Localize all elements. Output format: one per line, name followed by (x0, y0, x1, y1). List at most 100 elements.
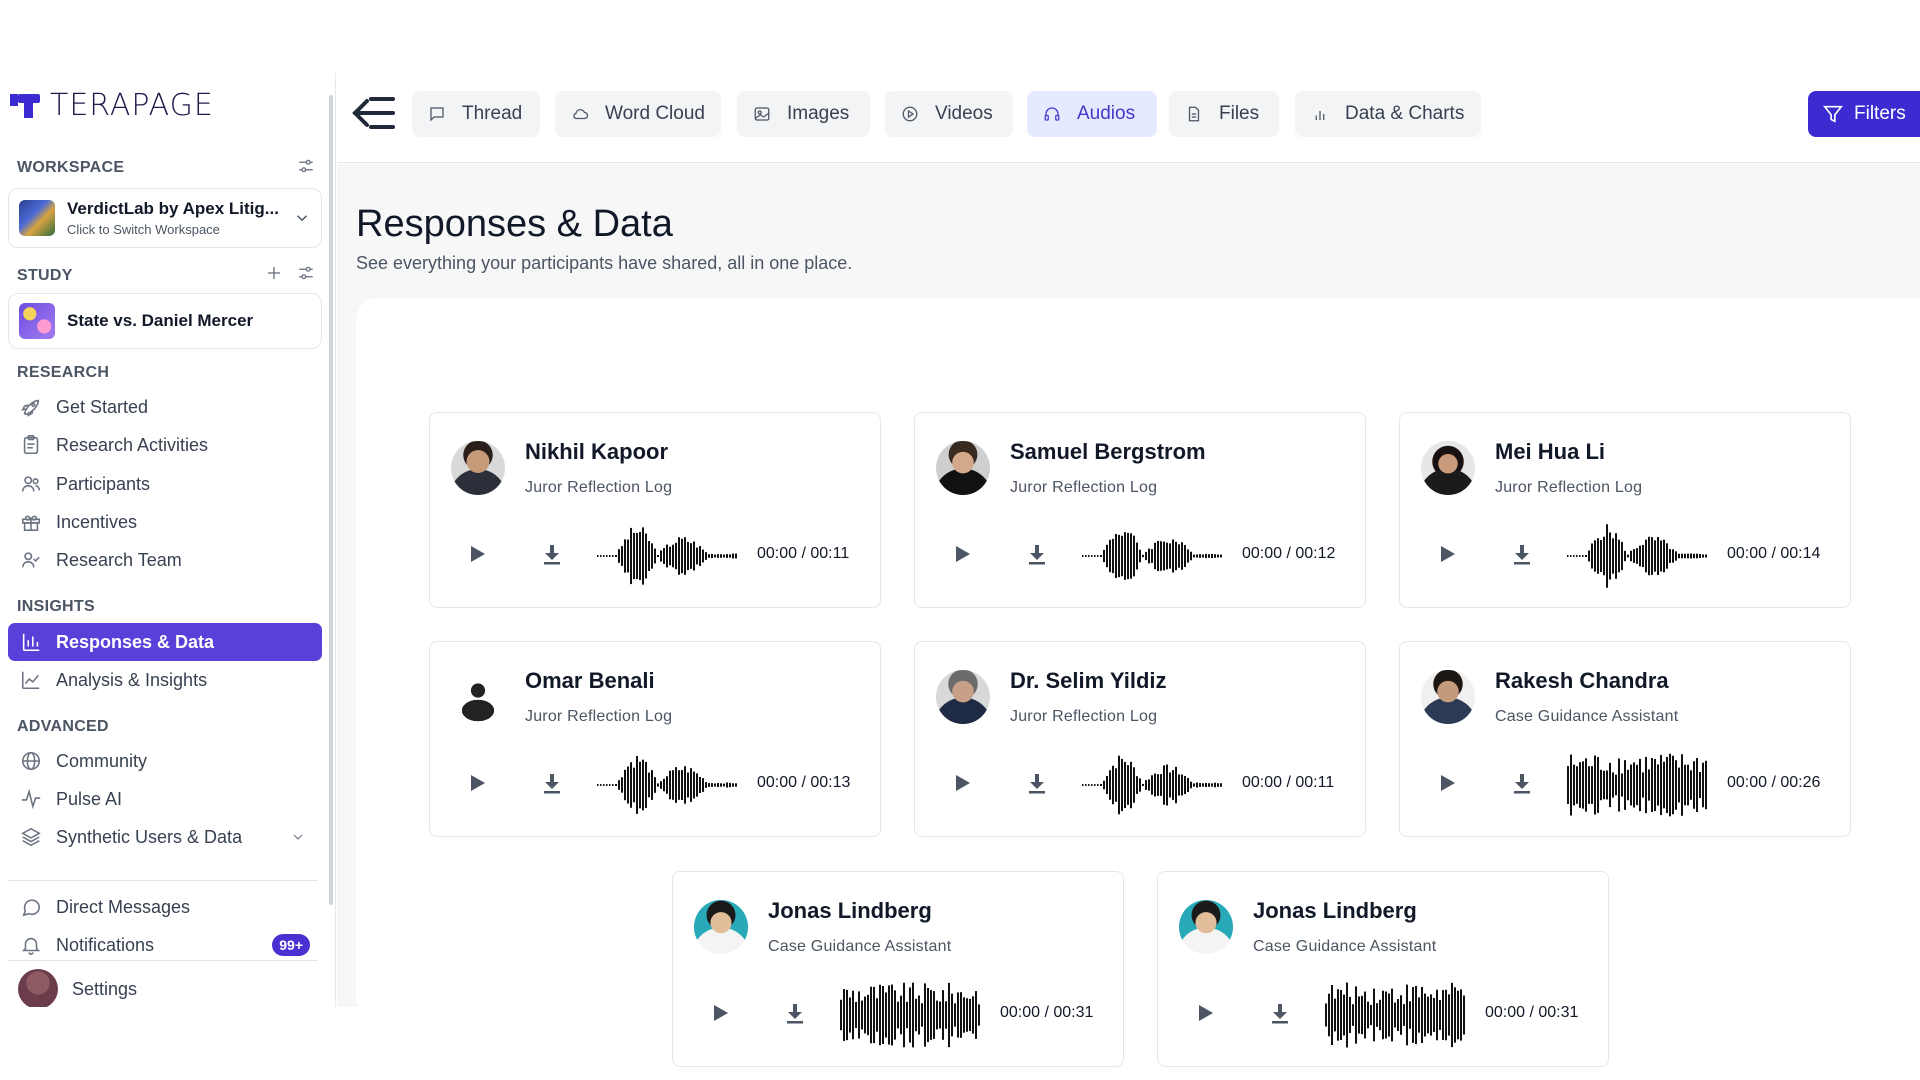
sidebar-item-label: Participants (56, 473, 151, 494)
download-icon[interactable] (540, 542, 564, 566)
brand-logo[interactable]: TERAPAGE (10, 88, 214, 123)
study-selector[interactable]: State vs. Daniel Mercer (8, 293, 322, 349)
workspace-tools (297, 157, 315, 175)
image-icon (754, 107, 770, 121)
sidebar-item-label: Research Team (56, 549, 182, 570)
participant-avatar (936, 441, 990, 495)
audio-card: Jonas Lindberg Case Guidance Assistant 0… (672, 871, 1124, 1067)
plus-icon[interactable] (265, 264, 283, 282)
chevron-down-icon (293, 834, 303, 840)
audio-waveform[interactable] (597, 521, 737, 591)
download-icon[interactable] (1025, 542, 1049, 566)
collapse-sidebar-icon[interactable] (349, 91, 401, 135)
participant-name: Dr. Selim Yildiz (1010, 668, 1167, 693)
participant-avatar (451, 441, 505, 495)
audio-waveform[interactable] (840, 980, 980, 1050)
audio-time: 00:00 / 00:26 (1727, 774, 1821, 791)
play-icon[interactable] (713, 1004, 729, 1022)
sidebar-scrollbar[interactable] (329, 95, 333, 905)
sliders-icon[interactable] (297, 157, 315, 175)
sidebar-item-research-team[interactable]: Research Team (8, 541, 322, 579)
audio-waveform[interactable] (1082, 521, 1222, 591)
headphones-icon (1044, 107, 1060, 121)
bell-icon (21, 937, 41, 955)
activity-label: Case Guidance Assistant (1495, 708, 1679, 725)
play-icon[interactable] (955, 774, 971, 792)
sliders-icon[interactable] (297, 264, 315, 282)
tab-audios[interactable]: Audios (1027, 91, 1157, 137)
audio-waveform[interactable] (1567, 750, 1707, 820)
tab-word-cloud[interactable]: Word Cloud (555, 91, 721, 137)
sidebar-item-community[interactable]: Community (8, 742, 322, 780)
workspace-subtitle: Click to Switch Workspace (67, 222, 220, 237)
tab-videos[interactable]: Videos (885, 91, 1013, 137)
sidebar-item-analysis-insights[interactable]: Analysis & Insights (8, 661, 322, 699)
play-icon[interactable] (1440, 545, 1456, 563)
sidebar-item-label: Settings (72, 978, 138, 999)
sidebar-item-participants[interactable]: Participants (8, 465, 322, 503)
participant-avatar (694, 900, 748, 954)
download-icon[interactable] (1510, 542, 1534, 566)
play-icon[interactable] (470, 774, 486, 792)
waveform (1567, 753, 1707, 817)
download-icon[interactable] (1025, 771, 1049, 795)
download-icon[interactable] (1268, 1001, 1292, 1025)
waveform (597, 527, 737, 585)
sidebar-item-label: Notifications (56, 934, 155, 955)
workspace-section-title: WORKSPACE (17, 159, 125, 176)
sidebar: TERAPAGE WORKSPACE VerdictLab by Apex Li… (0, 73, 336, 1007)
download-icon[interactable] (540, 771, 564, 795)
workspace-switcher[interactable]: VerdictLab by Apex Litig... Click to Swi… (8, 188, 322, 248)
activity-label: Juror Reflection Log (1010, 708, 1158, 725)
audio-waveform[interactable] (1567, 521, 1707, 591)
sidebar-item-label: Pulse AI (56, 788, 123, 809)
sidebar-item-research-activities[interactable]: Research Activities (8, 426, 322, 464)
download-icon[interactable] (783, 1001, 807, 1025)
play-icon[interactable] (1440, 774, 1456, 792)
sidebar-item-direct-messages[interactable]: Direct Messages (8, 888, 322, 926)
audio-card: Dr. Selim Yildiz Juror Reflection Log 00… (914, 641, 1366, 837)
sidebar-item-notifications[interactable]: Notifications 99+ (8, 926, 322, 964)
tab-label: Word Cloud (605, 103, 705, 124)
audio-waveform[interactable] (597, 750, 737, 820)
tab-data-charts[interactable]: Data & Charts (1295, 91, 1481, 137)
tab-files[interactable]: Files (1169, 91, 1279, 137)
bar-chart-small-icon (1315, 111, 1325, 120)
audio-time: 00:00 / 00:12 (1242, 545, 1336, 562)
pulse-icon (21, 788, 41, 810)
play-icon[interactable] (470, 545, 486, 563)
cloud-icon (573, 109, 589, 120)
user-avatar (18, 969, 58, 1007)
workspace-thumbnail (19, 200, 55, 236)
tab-images[interactable]: Images (737, 91, 870, 137)
audio-time: 00:00 / 00:11 (1242, 774, 1335, 791)
bar-chart-icon (22, 633, 40, 652)
tab-thread[interactable]: Thread (412, 91, 540, 137)
audio-waveform[interactable] (1082, 750, 1222, 820)
audio-card: Jonas Lindberg Case Guidance Assistant 0… (1157, 871, 1609, 1067)
sidebar-item-synthetic-users[interactable]: Synthetic Users & Data (8, 818, 322, 856)
audio-waveform[interactable] (1325, 980, 1465, 1050)
users-icon (21, 476, 41, 492)
sidebar-item-get-started[interactable]: Get Started (8, 388, 322, 426)
play-icon[interactable] (1198, 1004, 1214, 1022)
audio-time: 00:00 / 00:31 (1485, 1004, 1579, 1021)
sidebar-item-pulse-ai[interactable]: Pulse AI (8, 780, 322, 818)
tab-label: Files (1219, 103, 1260, 124)
sidebar-item-label: Analysis & Insights (56, 669, 208, 690)
sidebar-item-incentives[interactable]: Incentives (8, 503, 322, 541)
audio-card: Mei Hua Li Juror Reflection Log 00:00 / … (1399, 412, 1851, 608)
audio-panel: Nikhil Kapoor Juror Reflection Log 00:00… (356, 298, 1920, 1067)
sidebar-item-settings[interactable]: Settings (8, 969, 322, 1007)
filters-button[interactable]: Filters (1808, 91, 1920, 137)
notifications-badge: 99+ (272, 934, 310, 956)
page-title: Responses & Data (356, 203, 673, 245)
research-section-title: RESEARCH (17, 364, 110, 381)
participant-name: Mei Hua Li (1495, 439, 1606, 464)
participant-name: Jonas Lindberg (1253, 898, 1417, 923)
download-icon[interactable] (1510, 771, 1534, 795)
sidebar-item-responses-data[interactable]: Responses & Data (8, 623, 322, 661)
audio-card: Rakesh Chandra Case Guidance Assistant 0… (1399, 641, 1851, 837)
play-icon[interactable] (955, 545, 971, 563)
insights-section-title: INSIGHTS (17, 598, 95, 615)
